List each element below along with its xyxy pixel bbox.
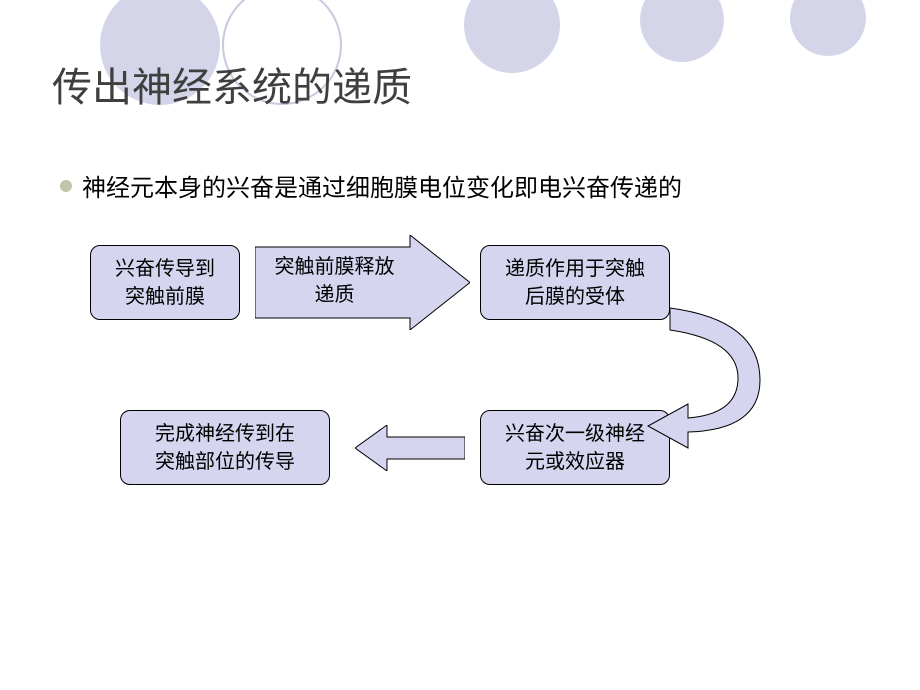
bullet-text: 神经元本身的兴奋是通过细胞膜电位变化即电兴奋传递的 <box>82 168 682 203</box>
flow-node-1: 兴奋传导到突触前膜 <box>90 245 240 320</box>
flow-node-1-label: 兴奋传导到突触前膜 <box>115 255 215 311</box>
flow-arrow-curved <box>640 300 780 450</box>
decor-circle-5 <box>790 0 866 56</box>
flow-node-3-label: 递质作用于突触后膜的受体 <box>505 255 645 311</box>
flow-node-5: 完成神经传到在突触部位的传导 <box>120 410 330 485</box>
flow-node-5-label: 完成神经传到在突触部位的传导 <box>155 420 295 476</box>
flow-arrow-left <box>355 425 465 471</box>
bullet-icon <box>60 180 72 192</box>
flow-node-2-label: 突触前膜释放递质 <box>262 253 407 309</box>
decor-circle-4 <box>640 0 724 62</box>
flow-node-4-label: 兴奋次一级神经元或效应器 <box>505 420 645 476</box>
bullet-item: 神经元本身的兴奋是通过细胞膜电位变化即电兴奋传递的 <box>60 168 682 203</box>
page-title: 传出神经系统的递质 <box>52 55 412 113</box>
decor-circle-3 <box>464 0 560 73</box>
